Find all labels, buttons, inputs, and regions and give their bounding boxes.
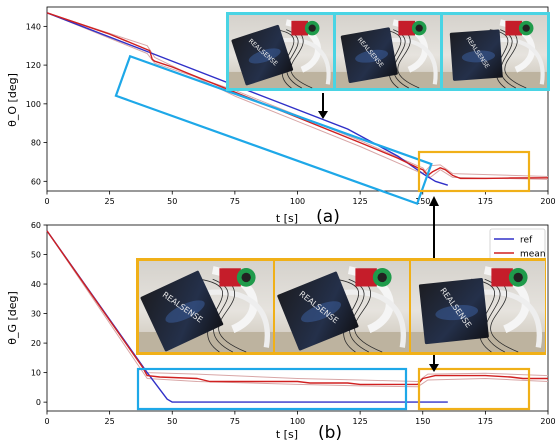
- photo-b-2: REALSENSE: [275, 261, 409, 353]
- plot-a-xtick-label: 50: [167, 197, 177, 206]
- panel-a: 0 25 50 75 100 125 150 175 200 60 80 100 120 140 θ_O …: [6, 6, 556, 227]
- callout-a-descent: [114, 54, 433, 206]
- series-b-trial-line: [46, 230, 549, 382]
- legend-ref-label: ref: [520, 236, 533, 246]
- plot-a-xtick-label: 0: [44, 197, 49, 206]
- plot-b-xlabel: t [s]: [276, 428, 298, 440]
- photo-strip-a: REALSENSE REALSENSE REALSENSE: [226, 12, 550, 91]
- plot-b-xtick-label: 0: [44, 417, 49, 426]
- plot-b-ytick-label: 0: [36, 398, 41, 407]
- plot-b-ytick-label: 30: [31, 310, 41, 319]
- plot-a-xtick-label: 75: [230, 197, 240, 206]
- plot-b-panel-label: (b): [318, 423, 342, 440]
- legend-mean-label: mean: [520, 250, 546, 260]
- plot-a-ytick-label: 140: [26, 22, 41, 31]
- photo-b-1: REALSENSE: [139, 261, 273, 353]
- plot-a-panel-label: (a): [316, 207, 340, 227]
- photo-a-2: REALSENSE: [336, 15, 440, 89]
- plot-a-ytick-label: 60: [31, 177, 41, 186]
- callout-a-settle: [417, 150, 531, 193]
- arrow-a-down-head: [318, 111, 328, 119]
- link-arrow-up-head: [429, 196, 439, 206]
- plot-b-xtick-label: 50: [167, 417, 177, 426]
- plot-b-ytick-label: 40: [31, 280, 41, 289]
- photo-a-1: REALSENSE: [229, 15, 333, 89]
- panel-b: 0 25 50 75 100 125 150 175 200 0 10 20 30 40 50 60 θ_G …: [6, 221, 556, 440]
- plot-b-xtick-label: 125: [352, 417, 367, 426]
- link-arrow-down-head: [429, 364, 439, 372]
- plot-b-ytick-label: 10: [31, 369, 41, 378]
- plot-b-ylabel: θ_G [deg]: [6, 291, 19, 345]
- plot-a-ytick-label: 80: [31, 139, 41, 148]
- plot-b-xtick-label: 150: [415, 417, 430, 426]
- plot-a-ylabel: θ_O [deg]: [6, 73, 19, 127]
- callout-b-settle: [417, 367, 531, 411]
- photo-b-3: REALSENSE: [411, 261, 545, 353]
- plot-a-ytick-label: 100: [26, 100, 41, 109]
- photo-strip-b: REALSENSE REALSENSE REALSENSE: [136, 258, 546, 355]
- plot-b-ytick-label: 20: [31, 339, 41, 348]
- plot-a-xtick-label: 25: [105, 197, 115, 206]
- callout-b-descent: [136, 367, 408, 411]
- plot-b-series: [46, 230, 549, 403]
- plot-a-xtick-label: 125: [352, 197, 367, 206]
- plot-b-ytick-label: 60: [31, 221, 41, 230]
- series-b-trial-line: [46, 230, 549, 388]
- plot-b-ticks: 0 25 50 75 100 125 150 175 200 0 10 20 30 40 50 60: [31, 221, 556, 426]
- series-a-trial-line: [46, 12, 549, 180]
- plot-a-xlabel: t [s]: [276, 212, 298, 225]
- plot-b-ytick-label: 50: [31, 251, 41, 260]
- photo-a-3: REALSENSE: [443, 15, 547, 89]
- plot-b-xtick-label: 100: [290, 417, 305, 426]
- plot-b-xtick-label: 75: [230, 417, 240, 426]
- plot-a-xtick-label: 175: [478, 197, 493, 206]
- plot-b-xtick-label: 175: [478, 417, 493, 426]
- series-b-mean-line: [46, 230, 548, 386]
- plot-a-xtick-label: 100: [290, 197, 305, 206]
- series-a-mean-line: [46, 12, 549, 180]
- plot-a-xtick-label: 200: [540, 197, 555, 206]
- plot-a-xtick-label: 150: [415, 197, 430, 206]
- link-arrow: [429, 196, 439, 372]
- plot-b-xtick-label: 25: [105, 417, 115, 426]
- plot-a-ytick-label: 120: [26, 61, 41, 70]
- plot-b-xtick-label: 200: [540, 417, 555, 426]
- legend: ref mean: [489, 228, 546, 263]
- series-a-trial-line: [46, 12, 549, 177]
